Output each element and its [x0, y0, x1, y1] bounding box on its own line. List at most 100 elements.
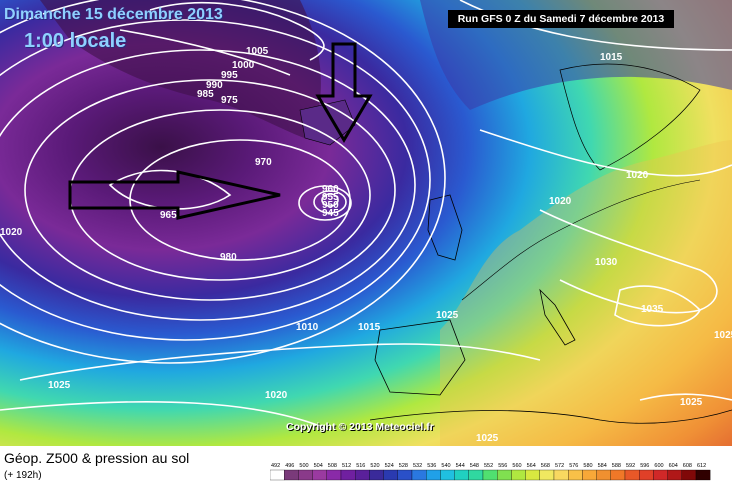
scale-tick-label: 492 [271, 463, 280, 469]
scale-tick-label: 532 [413, 463, 422, 469]
scale-tick-label: 496 [285, 463, 294, 469]
isobar-label: 945 [322, 208, 339, 219]
scale-swatch [454, 469, 469, 481]
isobar-label: 965 [160, 210, 177, 221]
scale-swatch [639, 469, 654, 481]
scale-swatch [525, 469, 540, 481]
scale-swatch [426, 469, 441, 481]
isobar-south-1025 [19, 343, 541, 381]
isobar-label: 970 [255, 157, 272, 168]
scale-swatch [596, 469, 611, 481]
scale-tick-label: 540 [441, 463, 450, 469]
scale-swatch [270, 469, 285, 481]
scale-swatch [653, 469, 668, 481]
isobar-se [639, 393, 732, 401]
scale-tick-label: 500 [299, 463, 308, 469]
isobar-low-2 [313, 190, 347, 214]
forecast-date: Dimanche 15 décembre 2013 [4, 6, 223, 23]
scale-swatch [568, 469, 583, 481]
isobar-label: 1020 [626, 170, 649, 181]
scale-tick-label: 608 [683, 463, 692, 469]
isobar-label: 980 [220, 252, 237, 263]
isobar-label: 960 [322, 184, 339, 195]
scale-tick-label: 592 [626, 463, 635, 469]
scale-swatch [539, 469, 555, 481]
scale-tick-label: 528 [399, 463, 408, 469]
scale-tick-label: 508 [328, 463, 337, 469]
scale-tick-label: 576 [569, 463, 578, 469]
isobar-label: 990 [206, 80, 223, 91]
forecast-time: 1:00 locale [24, 30, 127, 52]
isobar-low-7 [0, 49, 416, 321]
isobar-low-9 [0, 0, 446, 364]
scale-swatch [497, 469, 512, 481]
isobar-low-3 [298, 185, 352, 221]
isobar-inner-lows [108, 169, 232, 210]
scale-swatch [326, 469, 342, 481]
scale-tick-label: 548 [470, 463, 479, 469]
pressure-map: 1005 1000 995 990 985 975 970 965 960 95… [0, 0, 732, 446]
isobar-north-2 [119, 29, 291, 76]
isobar-label: 995 [221, 70, 238, 81]
scale-tick-label: 504 [314, 463, 323, 469]
isobar-label: 1015 [358, 322, 381, 333]
isobar-label: 1000 [232, 60, 255, 71]
scale-swatch [667, 469, 682, 481]
scale-swatch [482, 469, 498, 481]
scale-tick-label: 564 [527, 463, 536, 469]
scale-tick-label: 584 [598, 463, 607, 469]
scale-tick-label: 568 [541, 463, 550, 469]
west-arrow [68, 170, 281, 220]
isobar-label: 1025 [714, 330, 732, 341]
italy [539, 288, 576, 346]
scale-tick-label: 512 [342, 463, 351, 469]
isobar-low-8 [0, 19, 431, 341]
scale-tick-label: 536 [427, 463, 436, 469]
isobar-label: 1025 [476, 433, 499, 444]
run-info-badge: Run GFS 0 Z du Samedi 7 décembre 2013 [448, 10, 674, 28]
scale-tick-label: 588 [612, 463, 621, 469]
scale-swatch [468, 469, 484, 481]
isobar-low-1 [321, 193, 339, 207]
scale-swatch [610, 469, 626, 481]
color-scale: 492 496 500 504 508 512 516 520 524 528 532 536 540 5… [270, 463, 711, 481]
scale-swatch [695, 469, 711, 481]
scale-tick-label: 516 [356, 463, 365, 469]
greenland [40, 0, 321, 140]
isobar-1035 [614, 285, 701, 327]
isobar-label: 1020 [549, 196, 572, 207]
scale-swatch [369, 469, 384, 481]
scale-swatch [284, 469, 299, 481]
scale-swatch [511, 469, 526, 481]
isobar-label: 1025 [436, 310, 459, 321]
copyright-text: Copyright © 2013 Meteociel.fr [286, 421, 434, 433]
isobar-high [539, 209, 718, 314]
scale-swatch [624, 469, 640, 481]
isobar-label: 1020 [265, 390, 288, 401]
isobar-label: 985 [197, 89, 214, 100]
scale-tick-label: 596 [640, 463, 649, 469]
scale-swatch [553, 469, 569, 481]
scale-swatch [312, 469, 327, 481]
continent-outline [461, 179, 701, 301]
isobar-label: 1010 [296, 322, 319, 333]
scale-tick-label: 580 [583, 463, 592, 469]
scale-swatch [383, 469, 398, 481]
scale-tick-label: 604 [669, 463, 678, 469]
scale-tick-label: 560 [512, 463, 521, 469]
scale-tick-label: 600 [654, 463, 663, 469]
isobar-label: 1035 [641, 304, 664, 315]
north-arrow [315, 42, 373, 143]
british-isles [427, 194, 463, 261]
scale-swatch [582, 469, 597, 481]
legend-subtitle: (+ 192h) [4, 470, 42, 481]
scale-tick-label: 612 [697, 463, 706, 469]
isobar-label: 950 [322, 200, 339, 211]
scale-swatch [681, 469, 697, 481]
scale-tick-label: 524 [385, 463, 394, 469]
legend-footer: Géop. Z500 & pression au sol (+ 192h) 49… [0, 446, 732, 488]
scale-tick-label: 556 [498, 463, 507, 469]
isobar-north [149, 2, 325, 61]
isobar-label: 955 [322, 192, 339, 203]
